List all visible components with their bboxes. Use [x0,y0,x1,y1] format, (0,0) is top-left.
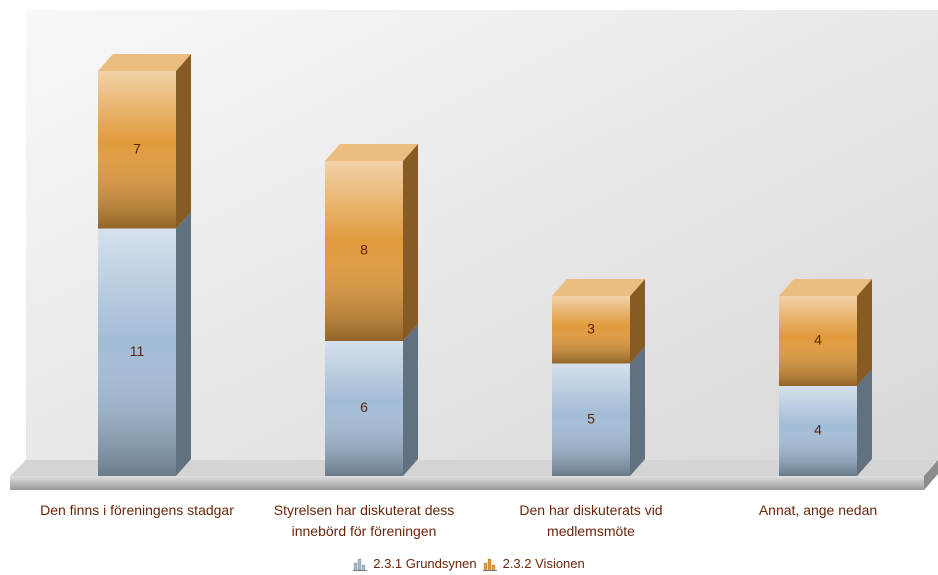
bar-side-shade [176,211,191,476]
bar-top-shade [552,279,645,296]
bar-side [857,279,872,386]
floor-front [10,476,924,490]
bar-side [176,211,191,476]
bar-shade [552,363,630,476]
bar-shade [98,228,176,476]
bar-shade [98,71,176,229]
x-tick-label: Annat, ange nedan [758,502,878,518]
legend-item: 2.3.2 Visionen [482,556,585,571]
floor-side [924,460,938,490]
data-label: 4 [814,332,822,348]
back-wall [26,10,938,460]
legend: 2.3.1 Grundsynen 2.3.2 Visionen [0,556,938,574]
legend-icon [353,558,368,571]
x-tick-label: Styrelsen har diskuterat dess innebörd f… [273,502,455,539]
bar-top [325,144,418,161]
legend-label: 2.3.1 Grundsynen [373,556,477,571]
bar-side [630,279,645,364]
x-tick-label: Den finns i föreningens stadgar [40,502,234,518]
data-label: 5 [587,410,595,426]
bar-shade [325,341,403,476]
plot: 11 7 6 8 5 3 4 4 [10,10,938,490]
bar-top-shade [98,54,191,71]
bar-side-shade [857,369,872,476]
bar-side-shade [403,324,418,476]
data-label: 7 [133,140,141,156]
legend-icon [482,558,497,571]
bar-side-shade [630,279,645,364]
bar-side-shade [857,279,872,386]
legend-icon-bar [483,562,487,571]
legend-icon-bar [361,564,366,571]
bar-side [176,54,191,229]
legend-icon-bar [357,558,362,571]
x-tick-label: Den har diskuterats vid medlemsmöte [519,502,663,539]
legend-icon-base [482,569,497,571]
bar-top [98,54,191,71]
legend-label: 2.3.2 Visionen [502,556,585,571]
bar-top [779,279,872,296]
bar-shade [779,296,857,386]
floor-top [10,460,938,476]
bar-top [552,279,645,296]
legend-icon-bar [487,558,491,571]
bar-top-shade [779,279,872,296]
bar-side [403,324,418,476]
data-label: 11 [130,343,145,359]
bar-side-shade [176,54,191,229]
bar-top-shade [325,144,418,161]
bar-shade [552,296,630,364]
legend-icon-base [353,569,368,571]
data-label: 6 [360,399,368,415]
bar-side-shade [403,144,418,341]
bar-side [403,144,418,341]
data-label: 3 [587,320,595,336]
bar-side [630,346,645,476]
legend-icon-bar [353,562,358,571]
bar-shade [779,386,857,476]
data-label: 4 [814,422,822,438]
bar-side-shade [630,346,645,476]
legend-item: 2.3.1 Grundsynen [353,556,477,571]
data-label: 8 [360,242,368,258]
bar-shade [325,161,403,341]
legend-icon-bar [491,564,495,571]
bar-side [857,369,872,476]
